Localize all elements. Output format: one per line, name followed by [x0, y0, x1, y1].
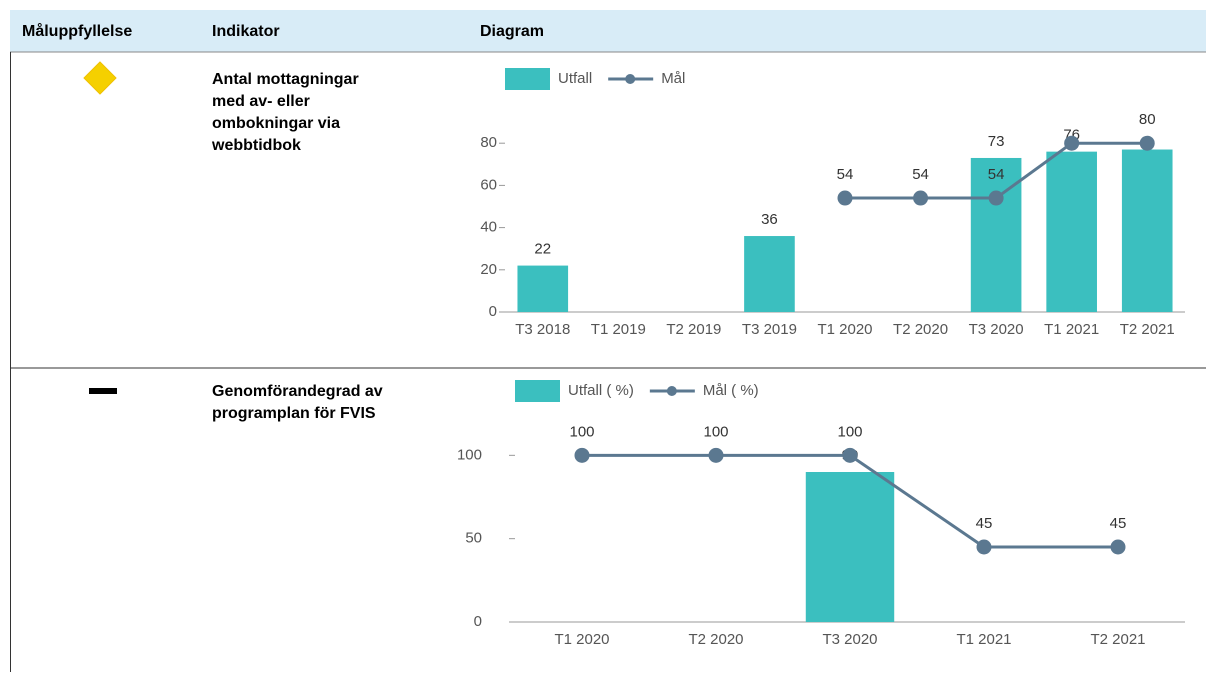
indicator-text: Genomförandegrad av [212, 383, 383, 400]
x-tick-label: T2 2021 [1120, 321, 1175, 338]
legend-label: Mål [661, 70, 685, 87]
line-point [708, 447, 724, 463]
bar [1121, 149, 1173, 312]
header: Måluppfyllelse [22, 22, 132, 40]
legend-swatch [505, 68, 550, 90]
value-label: 100 [837, 423, 862, 440]
line-point [837, 190, 853, 206]
x-tick-label: T3 2019 [742, 321, 797, 338]
y-tick-label: 80 [480, 134, 497, 151]
value-label: 100 [569, 423, 594, 440]
line-point [988, 190, 1004, 206]
header: Diagram [480, 23, 544, 40]
x-tick-label: T2 2021 [1090, 631, 1145, 648]
line-point [842, 447, 858, 463]
legend-swatch [515, 380, 560, 402]
x-tick-label: T1 2019 [591, 321, 646, 338]
status-icon [89, 388, 117, 394]
value-label: 73 [988, 133, 1005, 150]
y-tick-label: 100 [457, 446, 482, 463]
header: Indikator [212, 23, 280, 40]
x-tick-label: T2 2020 [688, 631, 743, 648]
x-tick-label: T3 2018 [515, 321, 570, 338]
legend-label: Utfall [558, 70, 592, 87]
indicator-text: ombokningar via [212, 115, 340, 132]
x-tick-label: T1 2020 [554, 631, 609, 648]
x-tick-label: T1 2021 [956, 631, 1011, 648]
legend-label: Mål ( %) [703, 382, 759, 399]
x-tick-label: T3 2020 [822, 631, 877, 648]
indicator-text: med av- eller [212, 93, 310, 110]
value-label: 54 [988, 166, 1005, 183]
y-tick-label: 0 [489, 303, 497, 320]
value-label: 45 [976, 515, 993, 532]
line-point [913, 190, 929, 206]
bar [1046, 151, 1097, 312]
status-icon [83, 61, 117, 95]
indicator-text: Antal mottagningar [212, 71, 359, 88]
y-tick-label: 0 [474, 613, 482, 630]
value-label: 80 [1139, 111, 1156, 128]
value-label: 100 [703, 423, 728, 440]
line-point [1064, 135, 1080, 151]
value-label: 54 [837, 166, 854, 183]
x-tick-label: T1 2020 [817, 321, 872, 338]
bar [744, 236, 795, 312]
bar [805, 472, 895, 622]
indicator-text: webbtidbok [211, 137, 301, 154]
value-label: 22 [534, 241, 551, 258]
x-tick-label: T3 2020 [969, 321, 1024, 338]
header-bg [10, 10, 1206, 52]
x-tick-label: T2 2020 [893, 321, 948, 338]
line-point [1139, 135, 1155, 151]
x-tick-label: T1 2021 [1044, 321, 1099, 338]
y-tick-label: 20 [480, 261, 497, 278]
y-tick-label: 40 [480, 219, 497, 236]
y-tick-label: 60 [480, 176, 497, 193]
bar [970, 157, 1022, 312]
indicator-text: programplan för FVIS [212, 405, 376, 422]
y-tick-label: 50 [465, 530, 482, 547]
value-label: 45 [1110, 515, 1127, 532]
line-point [1110, 539, 1126, 555]
x-tick-label: T2 2019 [666, 321, 721, 338]
line-point [976, 539, 992, 555]
value-label: 36 [761, 211, 778, 228]
line-point [574, 447, 590, 463]
legend-swatch [666, 386, 677, 396]
value-label: 54 [912, 166, 929, 183]
legend-label: Utfall ( %) [568, 382, 634, 399]
legend-swatch [625, 74, 636, 84]
bar [517, 265, 569, 312]
